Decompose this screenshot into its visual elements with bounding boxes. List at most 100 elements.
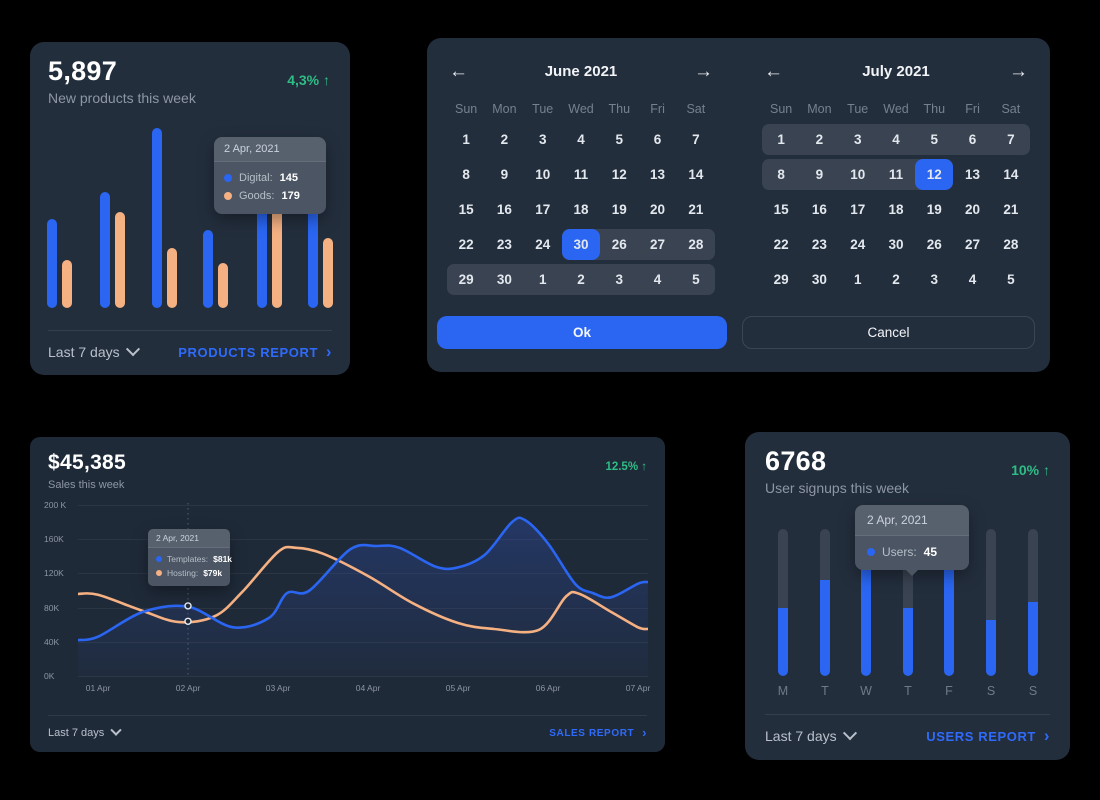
tooltip-label: Hosting: <box>167 568 199 578</box>
calendar-day-cell[interactable]: 21 <box>1003 202 1019 217</box>
calendar-day-cell[interactable]: 28 <box>1003 237 1019 252</box>
products-value: 5,897 <box>48 56 118 86</box>
calendar-day-cell[interactable]: 11 <box>573 167 589 182</box>
calendar-day-cell[interactable]: 7 <box>1007 132 1015 147</box>
calendar-day-cell[interactable]: 5 <box>615 132 624 147</box>
calendar-day-cell[interactable]: 2 <box>892 272 900 287</box>
calendar-day-cell[interactable]: 15 <box>458 202 474 217</box>
calendar-day-cell[interactable]: 3 <box>538 132 547 147</box>
users-range-dropdown[interactable]: Last 7 days <box>765 726 857 744</box>
users-report-link[interactable]: USERS REPORT › <box>926 727 1050 745</box>
calendar-day-cell[interactable]: 4 <box>577 132 585 147</box>
calendar-day-cell[interactable]: 8 <box>462 167 470 182</box>
sales-report-link[interactable]: SALES REPORT › <box>549 726 647 740</box>
calendar-day-cell[interactable]: 2 <box>500 132 509 147</box>
calendar-day-cell[interactable]: 30 <box>573 237 589 252</box>
calendar-day-cell[interactable]: 3 <box>853 132 862 147</box>
calendar-day-cell[interactable]: 14 <box>1003 167 1019 182</box>
calendar-day-cell[interactable]: 12 <box>611 167 627 182</box>
calendar-day-cell[interactable]: 1 <box>777 132 785 147</box>
calendar-day-cell[interactable]: 26 <box>611 237 627 252</box>
day-label: W <box>860 684 872 698</box>
next-month-button[interactable]: → <box>1009 60 1028 82</box>
calendar-day-cell[interactable]: 18 <box>573 202 589 217</box>
calendar-day-cell[interactable]: 8 <box>777 167 785 182</box>
calendar-day-cell[interactable]: 2 <box>577 272 585 287</box>
calendar-day-cell[interactable]: 30 <box>496 272 512 287</box>
calendar-day-cell[interactable]: 1 <box>853 272 862 287</box>
calendar-day-cell[interactable]: 27 <box>650 237 666 252</box>
calendar-day-cell[interactable]: 18 <box>888 202 904 217</box>
prev-month-button[interactable]: ← <box>449 60 468 82</box>
calendar-day-cell[interactable]: 9 <box>500 167 509 182</box>
day-label: M <box>777 684 789 698</box>
next-month-button[interactable]: → <box>693 60 713 82</box>
calendar-day-cell[interactable]: 3 <box>930 272 939 287</box>
calendar-day-cell[interactable]: 5 <box>930 132 939 147</box>
calendar-day-cell[interactable]: 29 <box>773 272 789 287</box>
footer-divider <box>48 330 332 331</box>
y-axis-label: 40K <box>44 636 60 647</box>
calendar-day-cell[interactable]: 2 <box>815 132 824 147</box>
calendar-day-cell[interactable]: 5 <box>1007 272 1015 287</box>
calendar-day-cell[interactable]: 6 <box>968 132 977 147</box>
calendar-day-cell[interactable]: 6 <box>653 132 662 147</box>
calendar-day-cell[interactable]: 4 <box>892 132 900 147</box>
calendar-day-cell[interactable]: 10 <box>850 167 866 182</box>
trend-up-icon: ↑ <box>1043 462 1050 478</box>
calendar-day-cell[interactable]: 7 <box>692 132 700 147</box>
calendar-day-cell[interactable]: 14 <box>688 167 704 182</box>
calendar-day-cell[interactable]: 12 <box>926 167 942 182</box>
sales-range-dropdown[interactable]: Last 7 days <box>48 724 122 739</box>
report-label: SALES REPORT <box>549 727 635 739</box>
calendar-day-cell[interactable]: 15 <box>773 202 789 217</box>
calendar-day-cell[interactable]: 29 <box>458 272 474 287</box>
calendar-day-cell[interactable]: 9 <box>815 167 824 182</box>
x-axis-label: 07 Apr <box>625 683 651 693</box>
calendar-day-cell[interactable]: 17 <box>850 202 866 217</box>
calendar-day-cell[interactable]: 19 <box>926 202 942 217</box>
ok-button[interactable]: Ok <box>437 316 727 349</box>
cancel-button[interactable]: Cancel <box>742 316 1035 349</box>
calendar-day-cell[interactable]: 23 <box>496 237 512 252</box>
calendar-day-cell[interactable]: 27 <box>965 237 981 252</box>
calendar-day-cell[interactable]: 30 <box>811 272 827 287</box>
calendar-day-cell[interactable]: 3 <box>615 272 624 287</box>
calendar-day-cell[interactable]: 19 <box>611 202 627 217</box>
calendar-day-cell[interactable]: 10 <box>535 167 551 182</box>
calendar-day-cell[interactable]: 1 <box>538 272 547 287</box>
prev-month-button[interactable]: ← <box>764 60 783 82</box>
calendar-day-cell[interactable]: 22 <box>773 237 789 252</box>
digital-bar <box>203 230 213 308</box>
calendar-day-cell[interactable]: 24 <box>535 237 551 252</box>
calendar-day-cell[interactable]: 28 <box>688 237 704 252</box>
goods-series-dot-icon <box>224 192 232 200</box>
calendar-day-cell[interactable]: 17 <box>535 202 551 217</box>
calendar-day-cell[interactable]: 16 <box>811 202 827 217</box>
calendar-day-cell[interactable]: 21 <box>688 202 704 217</box>
tooltip-value: 145 <box>279 172 298 184</box>
products-report-link[interactable]: PRODUCTS REPORT › <box>178 343 332 361</box>
calendar-day-cell[interactable]: 20 <box>650 202 666 217</box>
calendar-day-cell[interactable]: 13 <box>650 167 666 182</box>
calendar-day-cell[interactable]: 20 <box>965 202 981 217</box>
users-change-badge: 10% ↑ <box>1011 462 1050 478</box>
calendar-day-cell[interactable]: 23 <box>811 237 827 252</box>
products-range-dropdown[interactable]: Last 7 days <box>48 342 140 360</box>
calendar-day-cell[interactable]: 26 <box>926 237 942 252</box>
tooltip-date: 2 Apr, 2021 <box>214 137 326 162</box>
calendar-day-cell[interactable]: 22 <box>458 237 474 252</box>
calendar-day-cell[interactable]: 13 <box>965 167 981 182</box>
calendar-day-cell[interactable]: 30 <box>888 237 904 252</box>
products-change-badge: 4,3% ↑ <box>287 72 330 88</box>
calendar-day-cell[interactable]: 11 <box>888 167 904 182</box>
calendar-day-cell[interactable]: 16 <box>496 202 512 217</box>
chevron-down-icon <box>110 724 122 736</box>
calendar-day-cell[interactable]: 4 <box>968 272 977 287</box>
calendar-day-cell[interactable]: 4 <box>653 272 662 287</box>
calendar-day-cell[interactable]: 5 <box>692 272 700 287</box>
calendar-day-cell[interactable]: 1 <box>462 132 470 147</box>
calendar-day-cell[interactable]: 24 <box>850 237 866 252</box>
selected-range-highlight <box>762 124 1030 155</box>
tooltip-date: 2 Apr, 2021 <box>855 505 969 536</box>
